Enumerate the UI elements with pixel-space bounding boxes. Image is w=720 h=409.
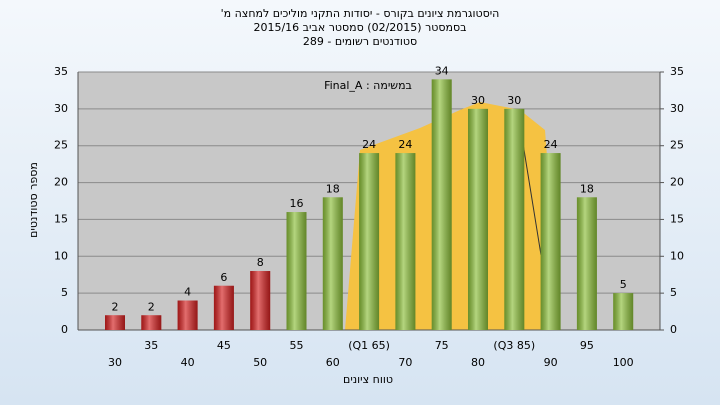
y2-tick-label: 25 [670, 139, 684, 152]
value-label: 30 [507, 94, 521, 107]
y-tick-label: 0 [61, 323, 68, 336]
y2-tick-label: 10 [670, 249, 684, 262]
x-tick-label: 40 [181, 356, 195, 369]
value-label: 6 [220, 271, 227, 284]
value-label: 34 [435, 64, 449, 77]
y-axis-label: מספר סטודנטים [27, 162, 40, 238]
y-tick-label: 30 [54, 102, 68, 115]
value-label: 30 [471, 94, 485, 107]
bar-shade [431, 79, 452, 330]
bar-shade [613, 293, 634, 330]
y-tick-label: 5 [61, 286, 68, 299]
value-label: 18 [326, 182, 340, 195]
bar-shade [141, 315, 162, 330]
bar-shade [540, 153, 561, 330]
x-tick-label: 45 [217, 339, 231, 352]
chart-subtitle: סטודנטים רשומים - 289 [303, 35, 417, 48]
y-tick-label: 25 [54, 139, 68, 152]
x-tick-label: (Q1 65) [348, 339, 390, 352]
x-tick-label: 35 [144, 339, 158, 352]
y2-tick-label: 35 [670, 65, 684, 78]
value-label: 16 [290, 197, 304, 210]
value-label: 18 [580, 182, 594, 195]
bar-shade [359, 153, 380, 330]
x-tick-label: 95 [580, 339, 594, 352]
y2-tick-label: 20 [670, 176, 684, 189]
bar-shade [177, 300, 198, 330]
bar-shade [213, 285, 234, 330]
chart-title: היסטוגרמת ציונים בקורס - יסודות התקני מו… [221, 7, 500, 20]
x-axis-label: טווח ציונים [343, 373, 393, 386]
y2-tick-label: 0 [670, 323, 677, 336]
x-tick-label: 75 [435, 339, 449, 352]
x-tick-label: 50 [253, 356, 267, 369]
value-label: 8 [257, 256, 264, 269]
value-label: 5 [620, 278, 627, 291]
value-label: 24 [544, 138, 558, 151]
value-label: 24 [398, 138, 412, 151]
bar-shade [105, 315, 125, 330]
value-label: 2 [148, 300, 155, 313]
y-tick-label: 20 [54, 176, 68, 189]
bar-shade [504, 108, 525, 330]
x-tick-label: 80 [471, 356, 485, 369]
bar-shade [395, 153, 416, 330]
x-tick-label: 90 [544, 356, 558, 369]
chart-subtitle: בסמסטר (02/2015) סמסטר אביב 2015/16 [253, 21, 466, 34]
y-tick-label: 15 [54, 212, 68, 225]
x-tick-label: 100 [613, 356, 634, 369]
bar-shade [286, 212, 307, 330]
x-tick-label: 30 [108, 356, 122, 369]
y2-tick-label: 30 [670, 102, 684, 115]
y2-tick-label: 15 [670, 212, 684, 225]
x-tick-label: 60 [326, 356, 340, 369]
annotation: במשימה : Final_A [324, 79, 412, 92]
y-tick-label: 10 [54, 249, 68, 262]
y-tick-label: 35 [54, 65, 68, 78]
value-label: 24 [362, 138, 376, 151]
x-tick-label: 70 [398, 356, 412, 369]
x-tick-label: (Q3 85) [493, 339, 535, 352]
y2-tick-label: 5 [670, 286, 677, 299]
value-label: 2 [112, 300, 119, 313]
value-label: 4 [184, 286, 191, 299]
bar-shade [468, 108, 488, 330]
bar-shade [576, 197, 597, 330]
bar-shade [322, 197, 343, 330]
bar-shade [250, 271, 271, 330]
x-tick-label: 55 [290, 339, 304, 352]
